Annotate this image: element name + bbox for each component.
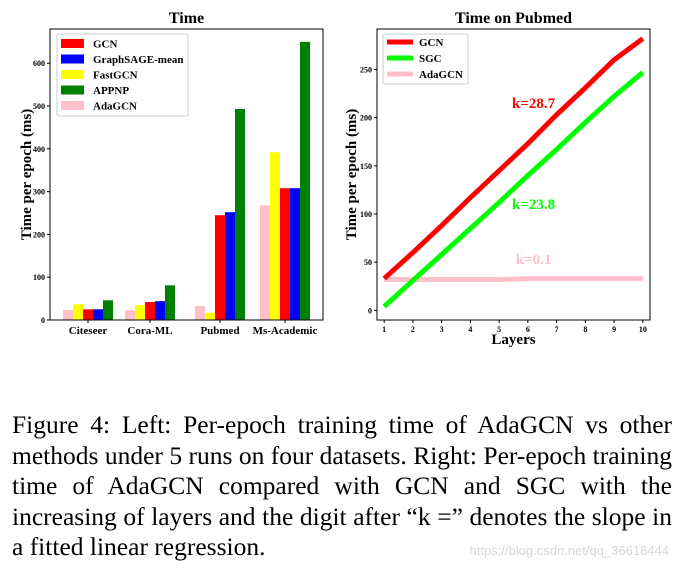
legend: GCN GraphSAGE-mean FastGCN APPNP AdaGCN — [56, 33, 189, 117]
legend-swatch — [61, 70, 84, 79]
legend-label: GraphSAGE-mean — [93, 54, 183, 66]
legend-swatch — [61, 39, 84, 48]
y-tick-label: 400 — [33, 145, 45, 154]
bar-appnp-cora-ml — [165, 285, 175, 320]
bar-appnp-citeseer — [103, 300, 113, 320]
bar-gcn-ms-academic — [280, 188, 290, 320]
slope-annotation-adagcn: k=0.1 — [516, 252, 552, 268]
chart-title: Time on Pubmed — [455, 10, 572, 27]
bar-adagcn-citeseer — [63, 310, 73, 320]
y-tick-label: 250 — [360, 65, 372, 74]
x-tick-label: 5 — [497, 325, 501, 334]
legend-swatch — [61, 85, 84, 95]
y-axis-label: Time per epoch (ms) — [344, 109, 360, 241]
legend-label: AdaGCN — [93, 101, 137, 113]
bar-graphsage-mean-citeseer — [93, 309, 103, 320]
x-tick-label: 6 — [526, 325, 530, 334]
bar-fastgcn-citeseer — [73, 304, 83, 320]
y-tick-label: 150 — [360, 162, 372, 171]
x-tick-label: 4 — [468, 325, 472, 334]
x-tick-label: 8 — [583, 325, 587, 334]
legend-box — [56, 33, 189, 117]
bar-graphsage-mean-cora-ml — [155, 301, 165, 320]
bar-fastgcn-cora-ml — [135, 305, 145, 320]
y-tick-label: 0 — [368, 306, 372, 315]
legend-label: GCN — [93, 39, 118, 51]
x-tick-label: 9 — [612, 325, 616, 334]
y-tick-label: 100 — [33, 273, 45, 282]
legend-label: GCN — [419, 37, 444, 49]
plot-frame — [49, 28, 324, 321]
line-sgc — [382, 70, 645, 309]
chart-title: Time — [169, 10, 204, 27]
y-tick-label: 500 — [33, 102, 45, 111]
y-tick-label: 0 — [41, 316, 45, 325]
bar-adagcn-cora-ml — [125, 310, 135, 320]
watermark: https://blog.csdn.net/qq_36618444 — [469, 543, 670, 558]
legend-swatch — [61, 54, 84, 64]
x-tick-label: Pubmed — [200, 325, 239, 337]
legend: GCN SGC AdaGCN — [382, 33, 469, 85]
x-tick-label: Cora-ML — [127, 325, 172, 337]
legend-label: AdaGCN — [419, 69, 463, 81]
bar-appnp-pubmed — [235, 109, 245, 321]
x-tick-label: Ms-Academic — [253, 325, 318, 337]
bar-adagcn-ms-academic — [260, 205, 270, 320]
line-chart: Time on Pubmed Time per epoch (ms) Layers 0… — [344, 10, 651, 348]
x-tick-label: 10 — [639, 325, 647, 334]
figure-caption: Figure 4: Left: Per-epoch training time … — [12, 410, 672, 561]
y-tick-label: 100 — [360, 210, 372, 219]
legend-label: APPNP — [93, 85, 129, 97]
slope-annotation-gcn: k=28.7 — [512, 96, 556, 112]
bar-gcn-pubmed — [215, 215, 225, 320]
bar-graphsage-mean-pubmed — [225, 212, 235, 320]
x-tick-label: 2 — [411, 325, 415, 334]
line-gcn — [382, 36, 645, 281]
bar-chart: Time Time per epoch (ms) 0 100 200 300 400 500 6… — [19, 10, 324, 337]
bar-fastgcn-pubmed — [205, 312, 215, 320]
y-tick-label: 200 — [360, 114, 372, 123]
y-axis-label: Time per epoch (ms) — [19, 109, 35, 241]
bar-gcn-citeseer — [83, 309, 93, 320]
y-tick-label: 50 — [364, 258, 372, 267]
bar-fastgcn-ms-academic — [270, 152, 280, 320]
bar-graphsage-mean-ms-academic — [290, 188, 300, 320]
legend-swatch — [61, 101, 84, 110]
bar-gcn-cora-ml — [145, 302, 155, 320]
x-tick-label: Citeseer — [69, 325, 108, 337]
slope-annotation-sgc: k=23.8 — [512, 197, 555, 213]
bar-appnp-ms-academic — [300, 41, 310, 321]
x-tick-label: 3 — [440, 325, 444, 334]
x-tick-label: 7 — [555, 325, 559, 334]
legend-label: SGC — [419, 53, 442, 65]
bar-adagcn-pubmed — [195, 305, 205, 320]
y-tick-label: 600 — [33, 59, 45, 68]
line-adagcn — [384, 276, 643, 283]
plot-frame — [376, 28, 651, 321]
y-tick-label: 200 — [33, 230, 45, 239]
y-tick-label: 300 — [33, 188, 45, 197]
x-tick-label: 1 — [382, 325, 386, 334]
x-axis-label: Layers — [491, 332, 535, 348]
legend-label: FastGCN — [93, 70, 138, 82]
